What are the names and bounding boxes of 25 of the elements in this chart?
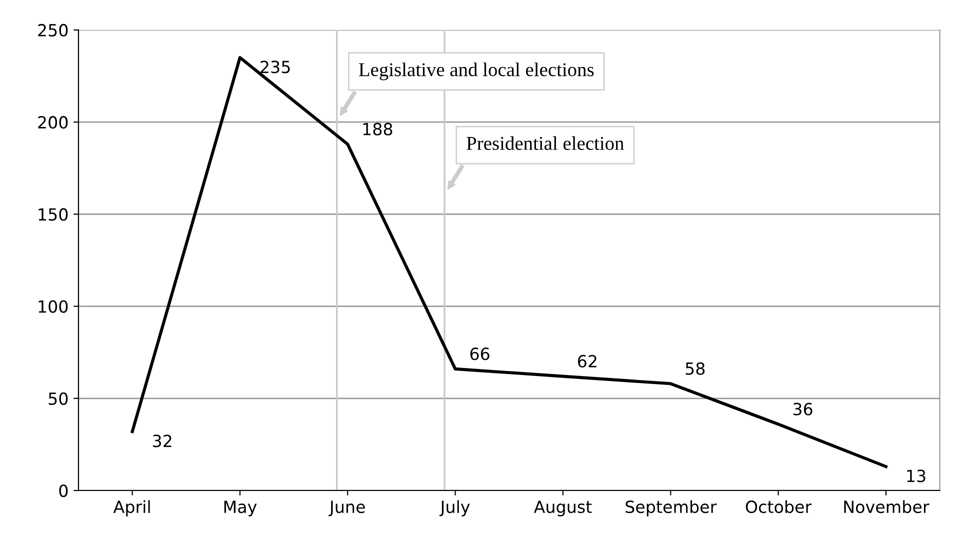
line-series — [130, 56, 888, 468]
y-tick-label: 50 — [48, 392, 68, 405]
data-label: 13 — [907, 470, 926, 482]
y-tick-label: 250 — [38, 24, 68, 37]
x-tick-label: June — [328, 500, 365, 516]
x-tick-label: October — [746, 500, 812, 514]
y-tick-label: 0 — [59, 484, 68, 498]
data-label: 58 — [686, 362, 705, 375]
data-label: 188 — [363, 122, 392, 136]
data-label: 32 — [153, 434, 172, 448]
y-tick-label: 150 — [38, 208, 68, 221]
x-tick-label: August — [534, 500, 592, 516]
x-tick-label: July — [439, 500, 470, 516]
x-tick-label: April — [113, 500, 150, 516]
data-label: 235 — [260, 60, 290, 74]
y-tick-label: 200 — [38, 116, 68, 129]
x-tick-label: November — [844, 500, 930, 514]
y-tick-label: 100 — [38, 300, 68, 313]
data-label: 66 — [470, 348, 490, 360]
annotation: Legislative and local elections — [358, 62, 594, 80]
data-label: 36 — [793, 402, 812, 416]
x-tick-label: May — [224, 500, 257, 516]
x-tick-label: September — [626, 500, 717, 516]
data-label: 62 — [578, 354, 596, 368]
annotation: Presidential election — [466, 136, 624, 150]
